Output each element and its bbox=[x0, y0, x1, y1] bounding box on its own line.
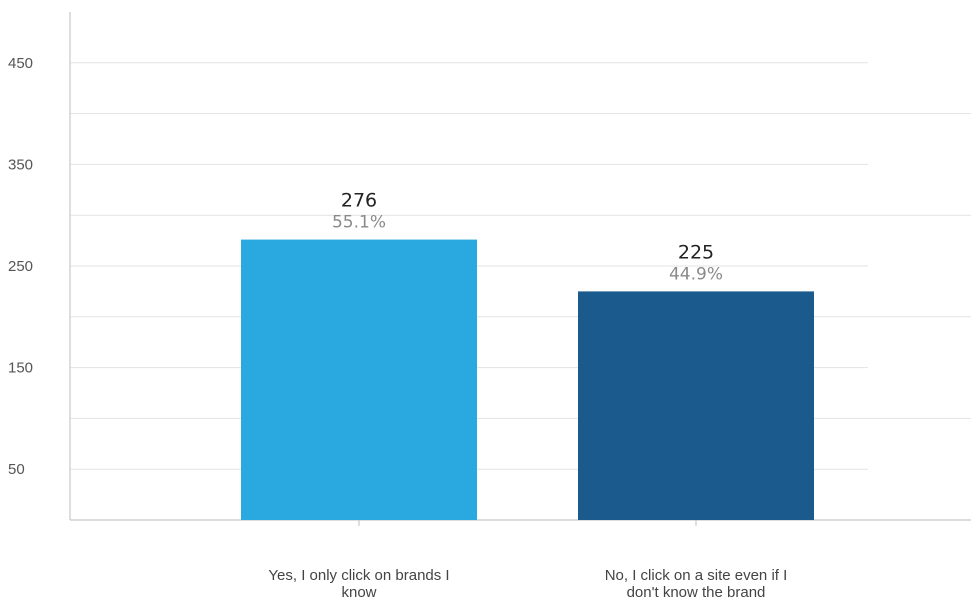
bar bbox=[578, 291, 814, 520]
x-category-label: No, I click on a site even if I bbox=[605, 567, 788, 584]
y-tick-label: 350 bbox=[8, 156, 33, 173]
x-category-label: Yes, I only click on brands I bbox=[268, 567, 449, 584]
bar-percent-label: 44.9% bbox=[669, 264, 723, 284]
bars bbox=[241, 239, 814, 521]
y-tick-label: 250 bbox=[8, 258, 33, 275]
bar-percent-label: 55.1% bbox=[332, 213, 386, 233]
y-tick-label: 150 bbox=[8, 360, 33, 377]
bar-value-label: 225 bbox=[678, 241, 714, 263]
bar-value-label: 276 bbox=[341, 190, 377, 212]
y-axis-ticks: 50 150 250 350 450 bbox=[8, 55, 33, 478]
x-category-label: don't know the brand bbox=[627, 584, 766, 601]
bar bbox=[241, 239, 477, 521]
gridlines bbox=[70, 62, 971, 470]
y-tick-label: 450 bbox=[8, 55, 33, 72]
axes bbox=[69, 12, 971, 526]
x-category-label: know bbox=[341, 584, 376, 601]
y-tick-label: 50 bbox=[8, 461, 25, 478]
